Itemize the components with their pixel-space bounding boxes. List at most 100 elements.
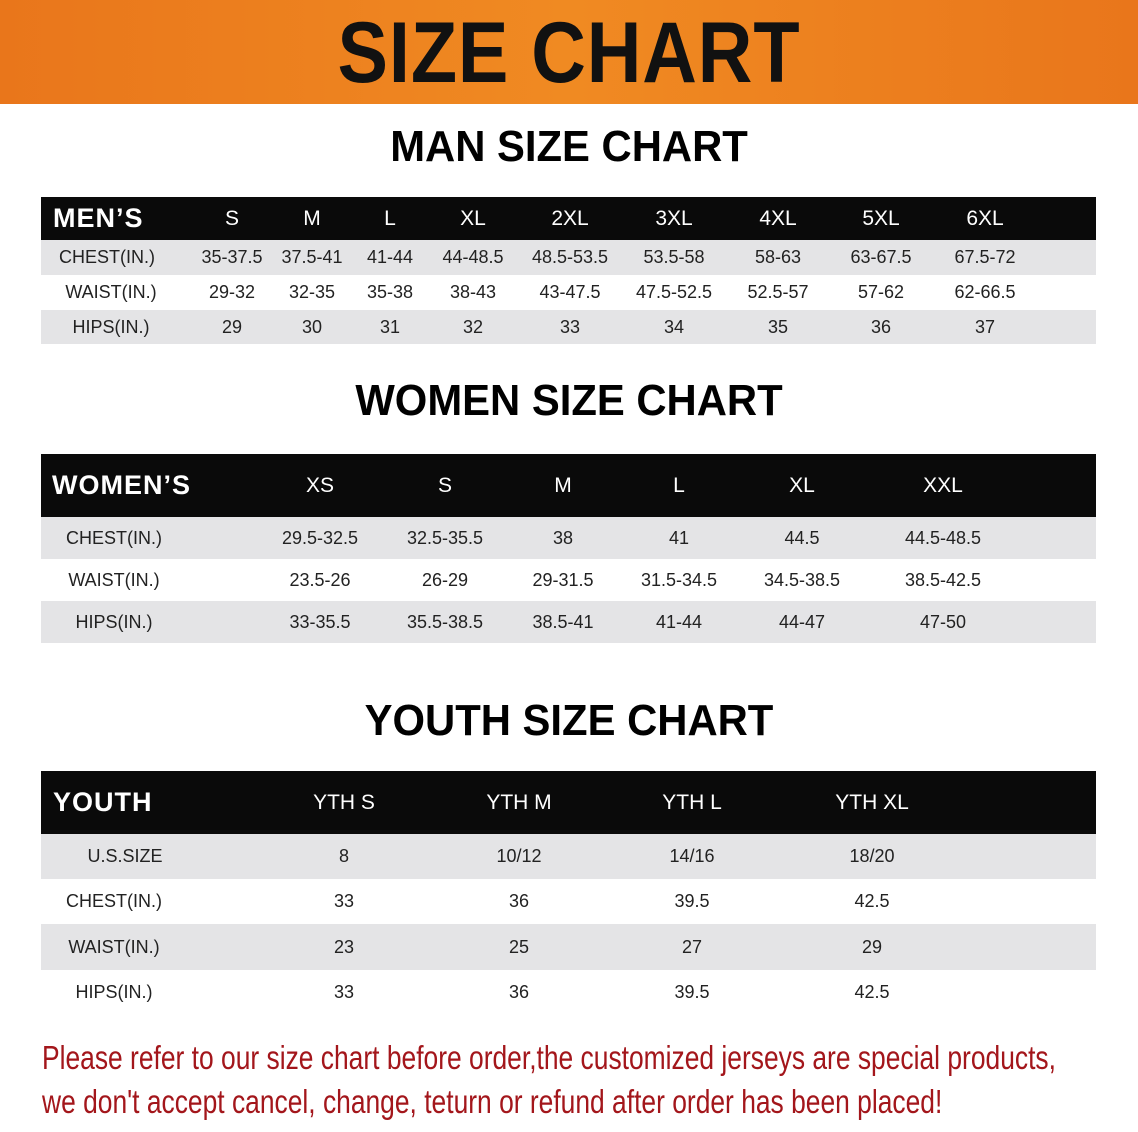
table-cell: 18/20 (849, 846, 895, 866)
table-cell: 53.5-58 (643, 247, 705, 267)
women-header-row: WOMEN’S XS S M L XL XXL (41, 454, 1096, 517)
table-cell: 36 (870, 316, 892, 337)
table-cell: 67.5-72 (954, 247, 1016, 267)
table-cell: 30 (301, 316, 323, 337)
order-notice-line-1: Please refer to our size chart before or… (42, 1039, 1056, 1076)
table-cell: 44-48.5 (442, 247, 504, 267)
banner: SIZE CHART (0, 0, 1138, 104)
table-cell: 41 (668, 527, 690, 548)
row-label: HIPS(IN.) (72, 316, 150, 337)
size-column-header: 6XL (966, 206, 1004, 230)
table-cell: 47-50 (919, 611, 967, 632)
women-section-title: WOMEN SIZE CHART (355, 376, 783, 425)
table-cell: 44.5 (784, 527, 820, 548)
table-cell: 44.5-48.5 (904, 527, 982, 548)
youth-header-label: YOUTH (53, 787, 153, 817)
table-cell: 52.5-57 (747, 282, 809, 302)
size-column-header: M (303, 206, 321, 230)
table-cell: 41-44 (655, 611, 703, 632)
table-cell: 48.5-53.5 (531, 247, 609, 267)
table-cell: 10/12 (496, 846, 542, 866)
size-column-header: M (554, 473, 572, 497)
table-cell: 35.5-38.5 (406, 611, 484, 632)
table-cell: 35 (767, 316, 789, 337)
table-cell: 29-31.5 (532, 569, 594, 590)
row-label: HIPS(IN.) (75, 611, 153, 632)
men-header-row: MEN’S S M L XL 2XL 3XL 4XL 5XL 6XL (41, 197, 1096, 240)
table-cell: 23.5-26 (289, 569, 351, 590)
table-cell: 33 (333, 891, 355, 911)
table-cell: 58-63 (754, 247, 802, 267)
youth-header-row: YOUTH YTH S YTH M YTH L YTH XL (41, 771, 1096, 834)
size-column-header: YTH XL (835, 790, 909, 814)
table-row: WAIST(IN.) 29-32 32-35 35-38 38-43 43-47.5 47.… (41, 275, 1096, 310)
table-cell: 8 (338, 846, 350, 866)
women-size-table: WOMEN’S XS S M L XL XXL CHEST(IN.) 29.5-32.5 32.5… (41, 454, 1096, 643)
size-column-header: 3XL (655, 206, 693, 230)
size-column-header: YTH M (486, 790, 552, 814)
order-notice: Please refer to our size chart before or… (42, 1036, 1056, 1124)
table-cell: 27 (681, 936, 703, 957)
row-label: WAIST(IN.) (68, 936, 160, 957)
women-header-label: WOMEN’S (52, 470, 191, 500)
size-column-header: XXL (923, 473, 963, 497)
row-label: U.S.SIZE (87, 846, 163, 866)
table-cell: 38 (552, 527, 574, 548)
table-cell: 34 (663, 316, 685, 337)
table-row: CHEST(IN.) 29.5-32.5 32.5-35.5 38 41 44.5 44.5… (41, 517, 1096, 559)
size-column-header: L (673, 473, 685, 497)
size-column-header: YTH L (662, 790, 722, 814)
men-size-table: MEN’S S M L XL 2XL 3XL 4XL 5XL 6XL CHEST(IN.) 35-37… (41, 197, 1096, 344)
table-cell: 43-47.5 (539, 282, 601, 302)
table-cell: 39.5 (674, 982, 710, 1002)
table-cell: 32 (462, 316, 484, 337)
size-column-header: S (437, 473, 453, 497)
table-cell: 42.5 (854, 891, 890, 911)
size-column-header: XS (305, 473, 335, 497)
size-column-header: L (384, 206, 396, 230)
table-cell: 33 (333, 982, 355, 1002)
table-cell: 42.5 (854, 982, 890, 1002)
youth-section-title: YOUTH SIZE CHART (364, 696, 774, 745)
table-cell: 63-67.5 (850, 247, 912, 267)
row-label: CHEST(IN.) (66, 527, 162, 548)
table-cell: 41-44 (366, 247, 414, 267)
table-cell: 29-32 (208, 282, 256, 302)
youth-size-table: YOUTH YTH S YTH M YTH L YTH XL U.S.SIZE 8 10/12… (41, 771, 1096, 1015)
table-cell: 29 (221, 316, 243, 337)
table-row: HIPS(IN.) 29 30 31 32 33 34 35 36 37 (41, 310, 1096, 344)
table-row: WAIST(IN.) 23 25 27 29 (41, 924, 1096, 970)
table-row: U.S.SIZE 8 10/12 14/16 18/20 (41, 834, 1096, 879)
table-cell: 36 (508, 982, 530, 1002)
row-label: WAIST(IN.) (65, 282, 157, 302)
table-cell: 32.5-35.5 (406, 527, 484, 548)
row-label: CHEST(IN.) (66, 891, 162, 911)
size-column-header: 4XL (759, 206, 797, 230)
table-cell: 33 (559, 316, 581, 337)
table-cell: 26-29 (421, 569, 469, 590)
table-cell: 47.5-52.5 (635, 282, 713, 302)
table-cell: 29 (861, 936, 883, 957)
table-row: HIPS(IN.) 33 36 39.5 42.5 (41, 970, 1096, 1015)
table-cell: 25 (508, 936, 530, 957)
table-row: CHEST(IN.) 35-37.5 37.5-41 41-44 44-48.5 48.5… (41, 240, 1096, 275)
table-row: HIPS(IN.) 33-35.5 35.5-38.5 38.5-41 41-44 44-… (41, 601, 1096, 643)
size-column-header: 5XL (862, 206, 900, 230)
order-notice-line-2: we don't accept cancel, change, teturn o… (42, 1083, 943, 1120)
table-cell: 35-37.5 (201, 247, 263, 267)
table-cell: 31 (379, 316, 401, 337)
size-column-header: YTH S (313, 790, 375, 814)
table-cell: 14/16 (669, 846, 715, 866)
size-column-header: XL (789, 473, 815, 497)
table-cell: 38.5-42.5 (904, 569, 982, 590)
size-column-header: 2XL (551, 206, 589, 230)
table-cell: 38-43 (449, 282, 497, 302)
table-cell: 39.5 (674, 891, 710, 911)
row-label: HIPS(IN.) (75, 982, 153, 1002)
table-cell: 33-35.5 (289, 611, 351, 632)
table-cell: 44-47 (778, 611, 826, 632)
row-label: WAIST(IN.) (68, 569, 160, 590)
table-cell: 37 (974, 316, 996, 337)
table-cell: 37.5-41 (281, 247, 343, 267)
